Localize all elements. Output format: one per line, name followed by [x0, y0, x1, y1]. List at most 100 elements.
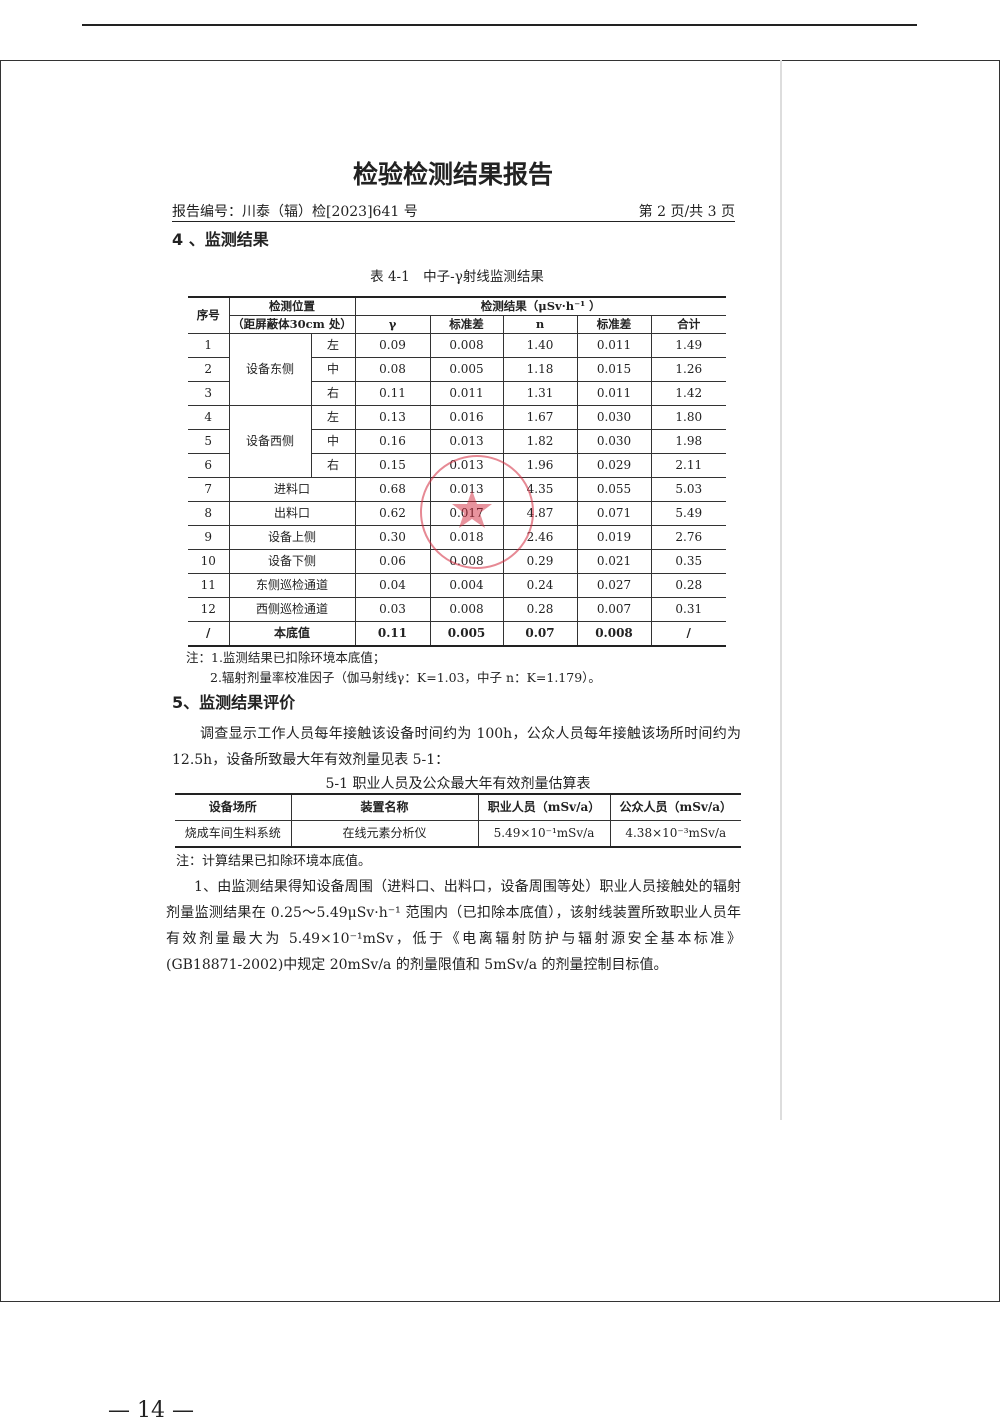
value-cell: 0.11	[354, 381, 431, 406]
location-group-cell: 设备西侧	[228, 405, 312, 478]
seq-cell: 6	[188, 453, 230, 478]
value-cell: 0.011	[576, 381, 652, 406]
position-cell: 右	[310, 453, 356, 478]
seq-cell: 2	[188, 357, 230, 382]
seq-cell: 3	[188, 381, 230, 406]
value-cell: 0.013	[429, 429, 504, 454]
value-cell: 在线元素分析仪	[290, 820, 479, 848]
value-cell: 0.016	[429, 405, 504, 430]
value-cell: 1.40	[502, 333, 578, 358]
value-cell: 2.11	[650, 453, 726, 478]
value-cell: /	[650, 621, 726, 647]
value-cell: 4.38×10⁻³mSv/a	[609, 820, 741, 848]
header-col: 装置名称	[290, 793, 479, 821]
location-cell: 进料口	[228, 477, 356, 502]
value-cell: 1.96	[502, 453, 578, 478]
value-cell: 0.019	[576, 525, 652, 550]
value-cell: 1.49	[650, 333, 726, 358]
header-col: 标准差	[429, 315, 504, 334]
value-cell: 0.013	[429, 477, 504, 502]
section-5-heading: 5、监测结果评价	[172, 693, 296, 712]
table-row: 1 设备东侧左 0.09 0.008 1.40 0.011 1.49	[188, 333, 726, 406]
header-result: 检测结果（μSv·h⁻¹ ）	[354, 296, 726, 316]
table-4-1: 序号 检测位置 检测结果（μSv·h⁻¹ ）（距屏蔽体30cm 处） γ 标准差 n 标准差…	[188, 296, 726, 647]
body-flow: 序号 检测位置 检测结果（μSv·h⁻¹ ）（距屏蔽体30cm 处） γ 标准差 n 标准差…	[166, 296, 741, 978]
header-col: 标准差	[576, 315, 652, 334]
value-cell: 0.008	[429, 549, 504, 574]
header-location: 检测位置	[228, 296, 356, 316]
value-cell: 0.09	[354, 333, 431, 358]
location-cell: 西侧巡检通道	[228, 597, 356, 622]
table-row: 12 西侧巡检通道 0.03 0.008 0.28 0.007 0.31	[188, 597, 726, 622]
value-cell: 0.021	[576, 549, 652, 574]
value-cell: 1.98	[650, 429, 726, 454]
location-cell: 出料口	[228, 501, 356, 526]
value-cell: 0.30	[354, 525, 431, 550]
value-cell: 0.28	[502, 597, 578, 622]
location-group-cell: 设备东侧	[228, 333, 312, 406]
seq-cell: 8	[188, 501, 230, 526]
seq-cell: /	[188, 621, 230, 647]
value-cell: 0.16	[354, 429, 431, 454]
value-cell: 0.029	[576, 453, 652, 478]
section-4-heading: 4 、监测结果	[172, 230, 269, 249]
header-col: 职业人员（mSv/a）	[477, 793, 611, 821]
header-row: 序号 检测位置 检测结果（μSv·h⁻¹ ）	[188, 296, 726, 334]
value-cell: 1.67	[502, 405, 578, 430]
header-col: 设备场所	[175, 793, 292, 821]
location-cell: 本底值	[228, 621, 356, 647]
value-cell: 0.027	[576, 573, 652, 598]
value-cell: 1.31	[502, 381, 578, 406]
value-cell: 0.011	[429, 381, 504, 406]
report-number-line: 报告编号：川泰（辐）检[2023]641 号 第 2 页/共 3 页	[172, 203, 735, 222]
value-cell: 4.35	[502, 477, 578, 502]
value-cell: 0.004	[429, 573, 504, 598]
header-seq: 序号	[188, 296, 230, 334]
value-cell: 0.06	[354, 549, 431, 574]
value-cell: 0.007	[576, 597, 652, 622]
table-row: 烧成车间生料系统 在线元素分析仪 5.49×10⁻¹mSv/a 4.38×10⁻³mS…	[175, 820, 741, 848]
seq-cell: 4	[188, 405, 230, 430]
value-cell: 0.24	[502, 573, 578, 598]
value-cell: 5.03	[650, 477, 726, 502]
value-cell: 2.46	[502, 525, 578, 550]
value-cell: 1.80	[650, 405, 726, 430]
table-row: 11 东侧巡检通道 0.04 0.004 0.24 0.027 0.28	[188, 573, 726, 598]
value-cell: 0.31	[650, 597, 726, 622]
value-cell: 0.055	[576, 477, 652, 502]
value-cell: 0.008	[429, 597, 504, 622]
position-cell: 中	[310, 429, 356, 454]
value-cell: 1.18	[502, 357, 578, 382]
value-cell: 2.76	[650, 525, 726, 550]
value-cell: 0.011	[576, 333, 652, 358]
top-rule	[82, 24, 917, 26]
value-cell: 0.071	[576, 501, 652, 526]
header-col: γ	[354, 315, 431, 334]
seq-cell: 1	[188, 333, 230, 358]
seq-cell: 7	[188, 477, 230, 502]
value-cell: 1.82	[502, 429, 578, 454]
value-cell: 1.42	[650, 381, 726, 406]
position-cell: 中	[310, 357, 356, 382]
position-cell: 右	[310, 381, 356, 406]
value-cell: 1.26	[650, 357, 726, 382]
table-note-1: 注：1.监测结果已扣除环境本底值；	[186, 650, 386, 665]
header-row: （距屏蔽体30cm 处） γ 标准差 n 标准差 合计	[188, 315, 726, 334]
table-4-1-caption: 表 4-1 中子-γ射线监测结果	[370, 269, 544, 285]
value-cell: 0.08	[354, 357, 431, 382]
seq-cell: 12	[188, 597, 230, 622]
seq-cell: 11	[188, 573, 230, 598]
header-row: 设备场所 装置名称 职业人员（mSv/a） 公众人员（mSv/a）	[175, 793, 741, 821]
value-cell: 0.03	[354, 597, 431, 622]
value-cell: 0.005	[429, 357, 504, 382]
value-cell: 0.015	[576, 357, 652, 382]
value-cell: 0.005	[429, 621, 504, 647]
header-col: 合计	[650, 315, 726, 334]
table-row: 8 出料口 0.62 0.017 4.87 0.071 5.49	[188, 501, 726, 526]
location-cell: 设备上侧	[228, 525, 356, 550]
value-cell: 5.49	[650, 501, 726, 526]
table-row: 3 右 0.11 0.011 1.31 0.011 1.42	[188, 381, 726, 406]
seq-cell: 5	[188, 429, 230, 454]
table-note-2: 2.辐射剂量率校准因子（伽马射线γ：K=1.03，中子 n：K=1.179）。	[210, 670, 601, 685]
table-row: 7 进料口 0.68 0.013 4.35 0.055 5.03	[188, 477, 726, 502]
